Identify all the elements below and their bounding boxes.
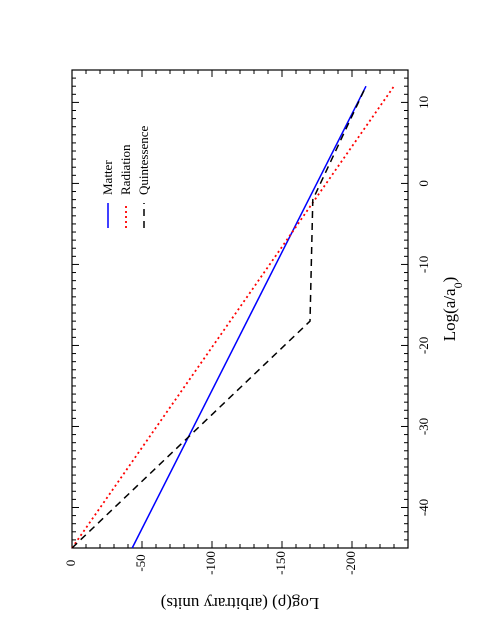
y-tick-label: -50 (133, 554, 148, 571)
x-axis-title: Log(a/a0) (440, 277, 465, 342)
x-axis-title-main: Log(a/a (440, 288, 459, 341)
x-tick-label: 10 (416, 96, 431, 109)
x-axis-title-close: ) (440, 277, 459, 283)
y-tick-label: -200 (343, 551, 358, 575)
legend-label-radiation: Radiation (118, 144, 133, 195)
ticks-layer (71, 70, 409, 549)
series-line-quintessence (71, 85, 367, 549)
series-line-radiation (71, 85, 395, 549)
legend-label-matter: Matter (100, 160, 115, 195)
x-tick-label: -40 (416, 499, 431, 516)
x-tick-label: -30 (416, 418, 431, 435)
y-axis-title: Log(ρ) (arbitrary units) (161, 594, 320, 613)
y-tick-label: -150 (273, 551, 288, 575)
legend-label-quintessence: Quintessence (136, 125, 151, 195)
x-tick-label: -10 (416, 256, 431, 273)
series-layer (71, 85, 395, 549)
x-tick-label: -20 (416, 337, 431, 354)
x-axis-title-sub: 0 (451, 282, 465, 288)
y-tick-label: 0 (63, 560, 78, 567)
plot-frame (71, 69, 409, 549)
x-tick-label: 0 (416, 180, 431, 187)
y-tick-label: -100 (203, 551, 218, 575)
legend: Matter Radiation Quintessence (100, 125, 151, 228)
series-line-matter (131, 85, 367, 549)
